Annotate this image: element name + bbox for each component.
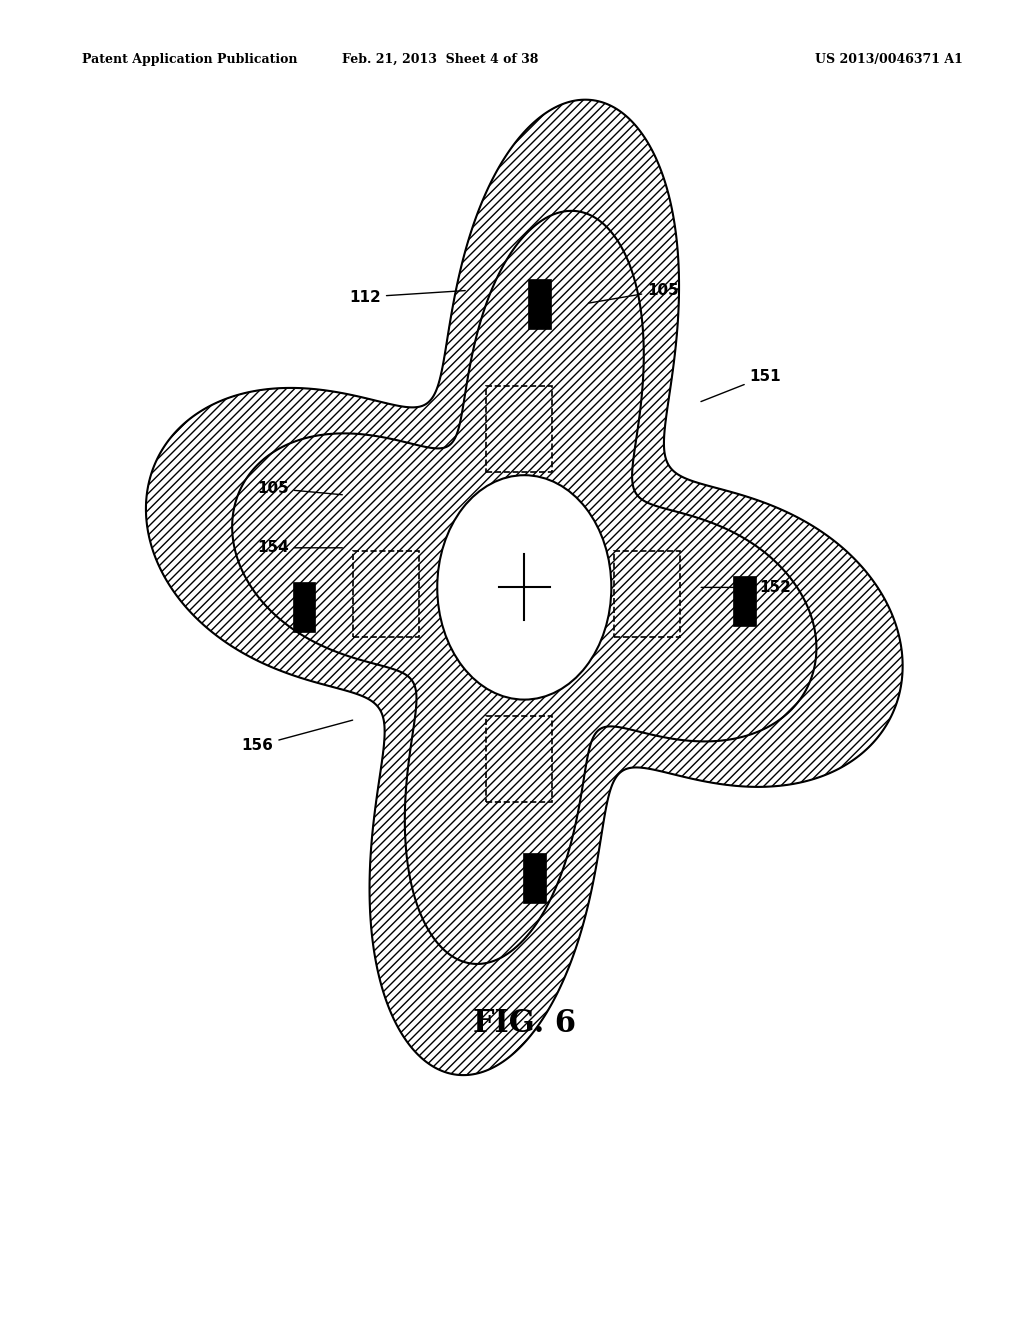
Text: 151: 151 — [701, 368, 781, 401]
Bar — [528, 279, 551, 329]
Text: 105: 105 — [589, 282, 679, 304]
Text: 154: 154 — [257, 540, 342, 556]
Text: 112: 112 — [349, 289, 465, 305]
Text: 156: 156 — [242, 721, 352, 754]
Bar — [486, 385, 553, 471]
Bar — [733, 576, 756, 626]
Polygon shape — [232, 211, 816, 964]
Bar — [523, 853, 546, 903]
Bar — [486, 715, 553, 801]
Polygon shape — [146, 100, 902, 1074]
Text: 105: 105 — [257, 480, 342, 496]
Text: FIG. 6: FIG. 6 — [473, 1007, 575, 1039]
Circle shape — [437, 475, 611, 700]
Bar — [614, 552, 681, 636]
Text: 152: 152 — [701, 579, 792, 595]
Text: Patent Application Publication: Patent Application Publication — [82, 53, 297, 66]
Bar — [293, 582, 315, 632]
Text: US 2013/0046371 A1: US 2013/0046371 A1 — [815, 53, 963, 66]
Text: Feb. 21, 2013  Sheet 4 of 38: Feb. 21, 2013 Sheet 4 of 38 — [342, 53, 539, 66]
Bar — [352, 552, 420, 636]
